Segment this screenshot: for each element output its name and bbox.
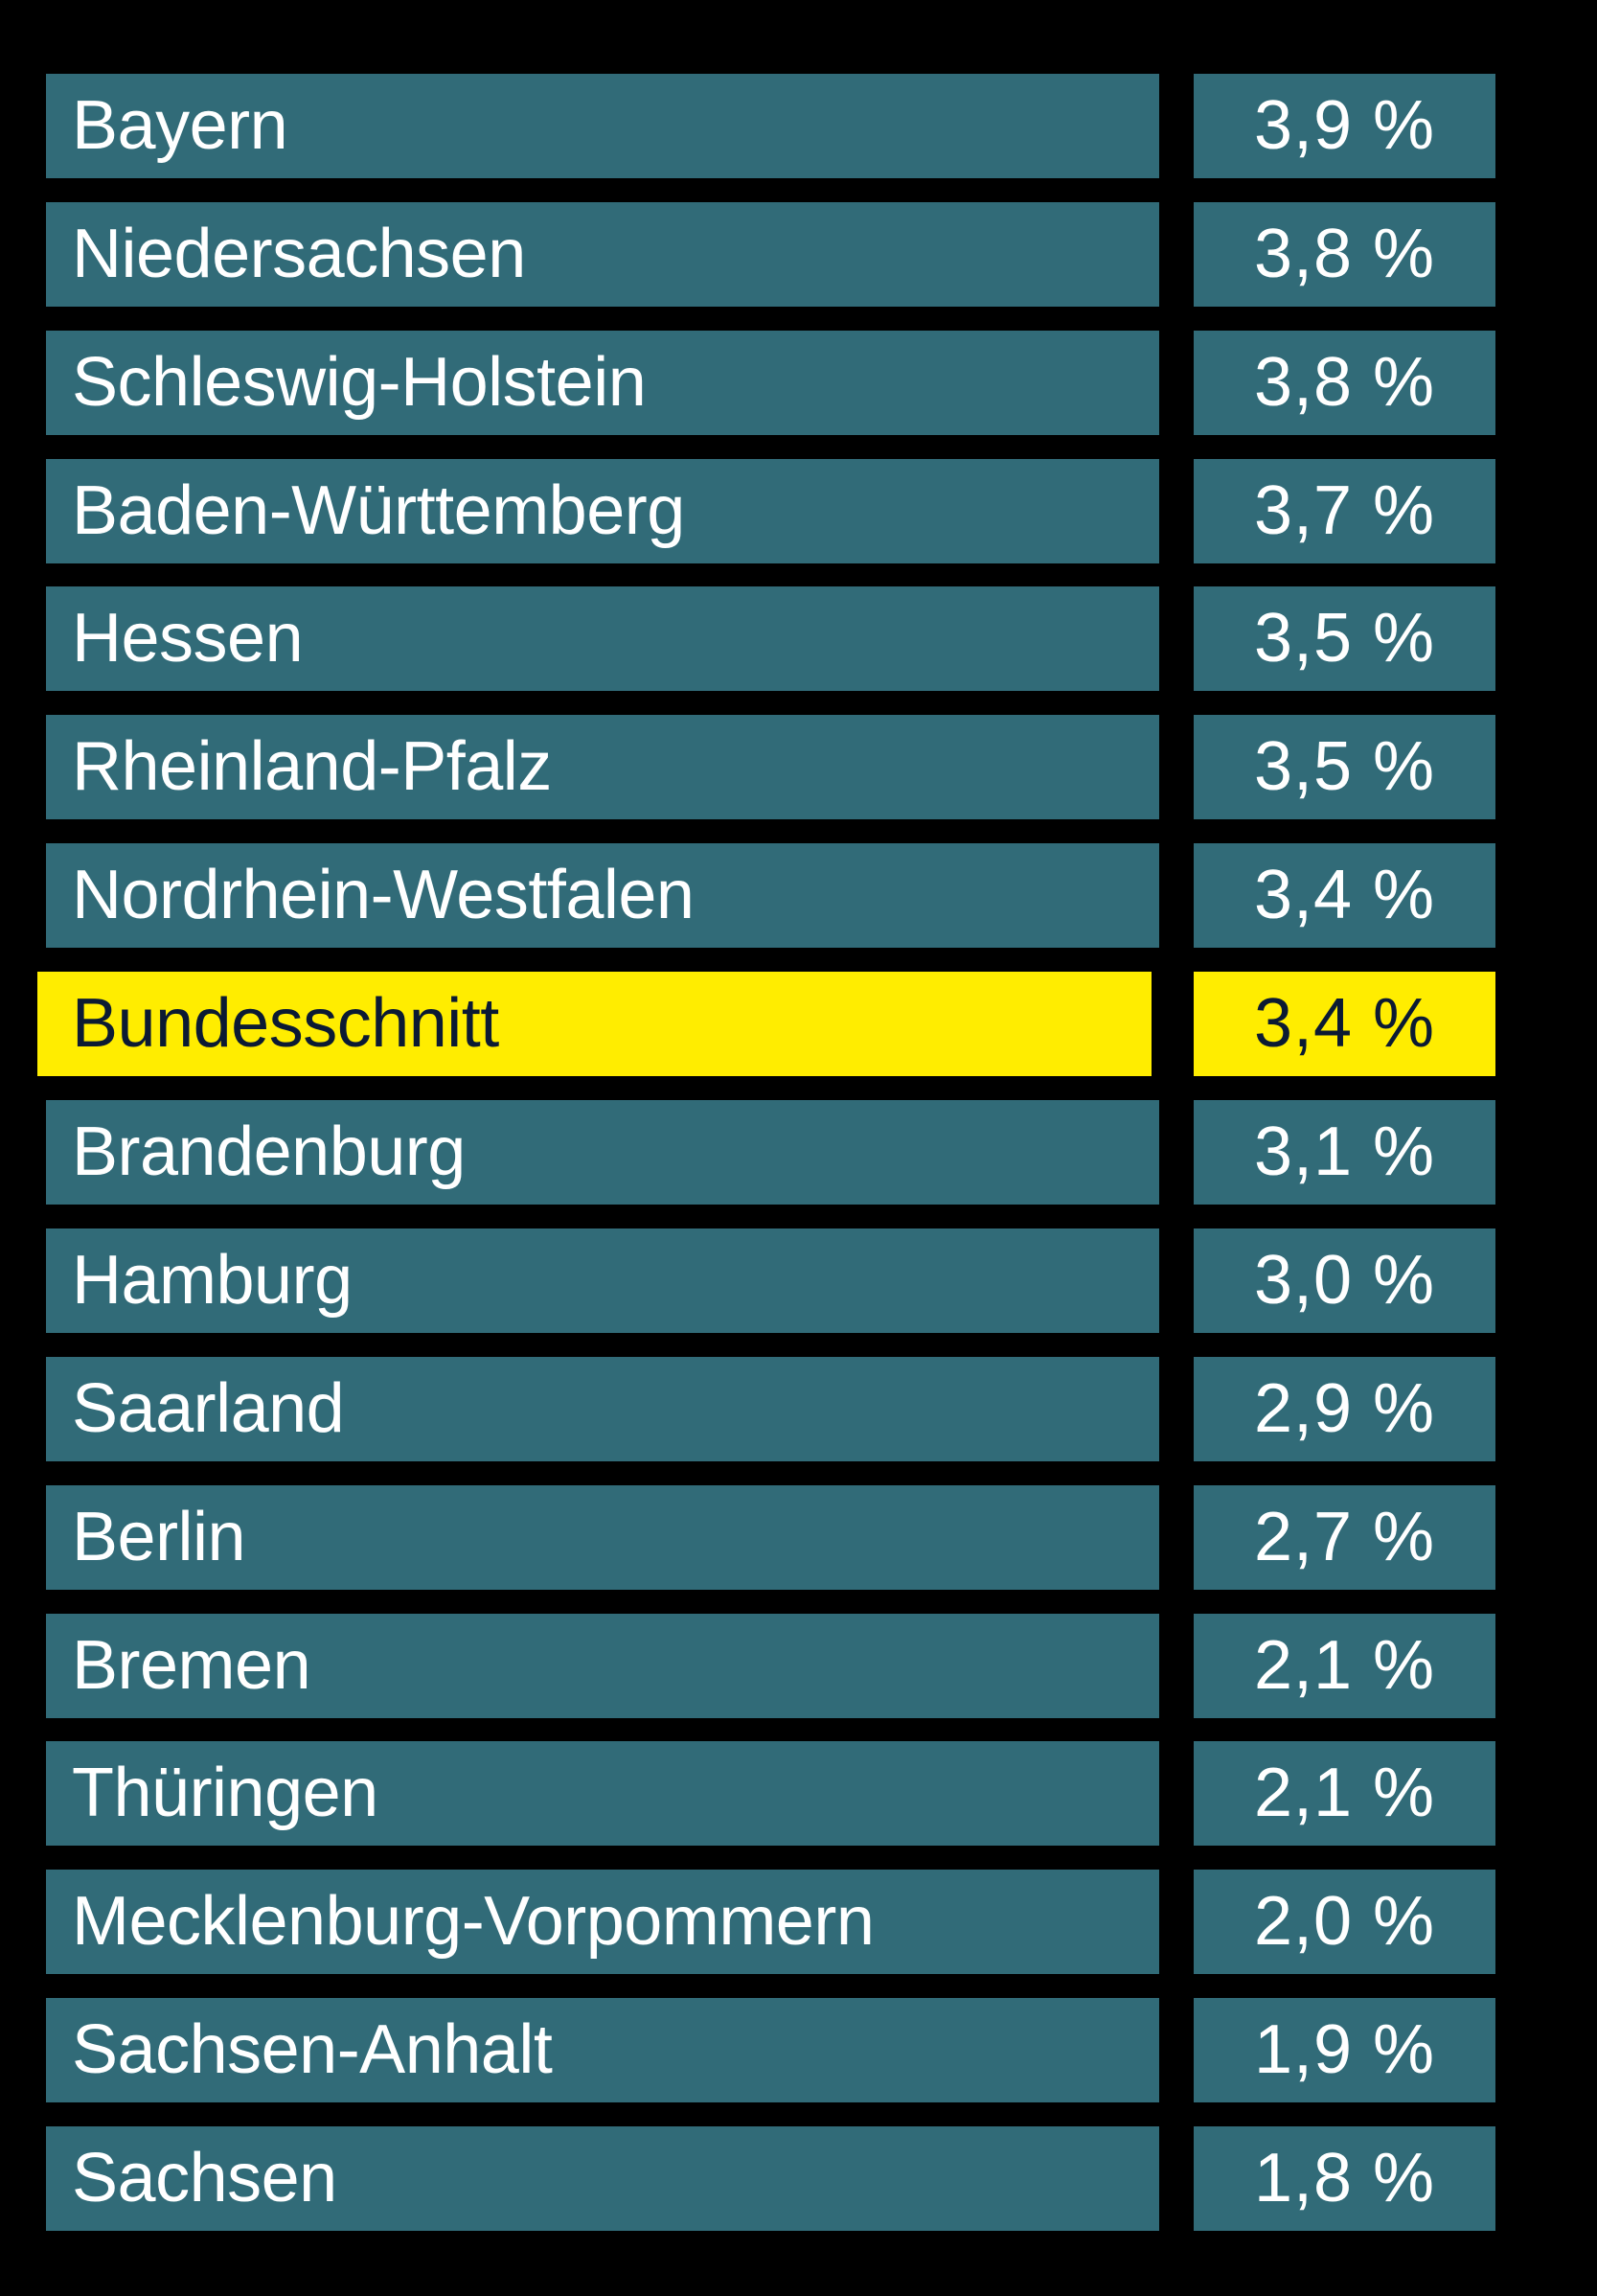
state-value: 2,0 % [1194,1870,1495,1974]
table-row-baden-wuerttemberg: Baden-Württemberg 3,7 % [0,459,1597,563]
table-row-bayern: Bayern 3,9 % [0,74,1597,178]
state-value: 1,9 % [1194,1998,1495,2102]
table-row-schleswig-holstein: Schleswig-Holstein 3,8 % [0,331,1597,435]
table-row-rheinland-pfalz: Rheinland-Pfalz 3,5 % [0,715,1597,819]
average-label: Bundesschnitt [37,972,1152,1076]
table-row-berlin: Berlin 2,7 % [0,1485,1597,1590]
state-name: Sachsen-Anhalt [46,1998,1159,2102]
state-value: 1,8 % [1194,2126,1495,2231]
table-row-thueringen: Thüringen 2,1 % [0,1741,1597,1846]
state-value: 3,9 % [1194,74,1495,178]
table-row-nordrhein-westfalen: Nordrhein-Westfalen 3,4 % [0,843,1597,948]
state-value: 2,1 % [1194,1614,1495,1718]
table-row-brandenburg: Brandenburg 3,1 % [0,1100,1597,1205]
state-value: 3,4 % [1194,843,1495,948]
table-row-sachsen-anhalt: Sachsen-Anhalt 1,9 % [0,1998,1597,2102]
state-name: Hessen [46,586,1159,691]
average-value: 3,4 % [1194,972,1495,1076]
state-value: 3,5 % [1194,715,1495,819]
state-name: Saarland [46,1357,1159,1461]
state-name: Nordrhein-Westfalen [46,843,1159,948]
state-name: Baden-Württemberg [46,459,1159,563]
state-name: Rheinland-Pfalz [46,715,1159,819]
state-name: Mecklenburg-Vorpommern [46,1870,1159,1974]
table-row-bremen: Bremen 2,1 % [0,1614,1597,1718]
state-value: 2,7 % [1194,1485,1495,1590]
table-row-hamburg: Hamburg 3,0 % [0,1228,1597,1333]
state-name: Sachsen [46,2126,1159,2231]
state-value: 2,9 % [1194,1357,1495,1461]
table-row-bundesschnitt: Bundesschnitt 3,4 % [0,972,1597,1076]
table-row-saarland: Saarland 2,9 % [0,1357,1597,1461]
state-value: 3,7 % [1194,459,1495,563]
state-name: Niedersachsen [46,202,1159,307]
state-value: 3,0 % [1194,1228,1495,1333]
state-value: 3,8 % [1194,202,1495,307]
state-name: Berlin [46,1485,1159,1590]
table-row-hessen: Hessen 3,5 % [0,586,1597,691]
state-value: 3,8 % [1194,331,1495,435]
state-value: 3,5 % [1194,586,1495,691]
state-name: Thüringen [46,1741,1159,1846]
state-value: 3,1 % [1194,1100,1495,1205]
state-value: 2,1 % [1194,1741,1495,1846]
state-name: Schleswig-Holstein [46,331,1159,435]
table-row-niedersachsen: Niedersachsen 3,8 % [0,202,1597,307]
state-name: Hamburg [46,1228,1159,1333]
table-row-mecklenburg-vorpommern: Mecklenburg-Vorpommern 2,0 % [0,1870,1597,1974]
state-name: Brandenburg [46,1100,1159,1205]
state-name: Bremen [46,1614,1159,1718]
table-row-sachsen: Sachsen 1,8 % [0,2126,1597,2231]
state-name: Bayern [46,74,1159,178]
